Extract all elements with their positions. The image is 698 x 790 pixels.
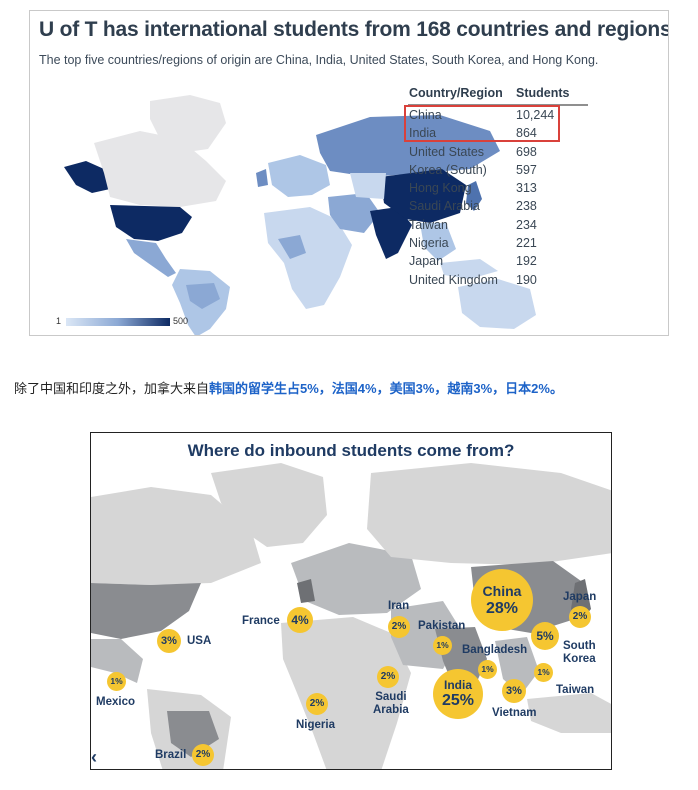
bubble-saudi: 2% xyxy=(377,666,399,688)
label-south-korea: South Korea xyxy=(563,640,596,665)
bubble-india: India 25% xyxy=(433,669,483,719)
panel-title: Where do inbound students come from? xyxy=(187,441,515,460)
table-row: Japan 192 xyxy=(408,252,588,270)
bubble-bangladesh: 1% xyxy=(478,660,497,679)
label-brazil: Brazil xyxy=(155,749,187,761)
bubble-mexico: 1% xyxy=(107,672,126,691)
bubble-japan: 2% xyxy=(569,606,591,628)
bubble-pakistan: 1% xyxy=(433,636,452,655)
panel-subtitle: The top five countries/regions of origin… xyxy=(39,53,599,67)
cell-students: 238 xyxy=(516,199,537,214)
cell-students: 597 xyxy=(516,162,537,177)
panel-title: U of T has international students from 1… xyxy=(39,18,669,41)
label-bangladesh: Bangladesh xyxy=(462,644,528,656)
cell-students: 864 xyxy=(516,126,537,141)
bubble-percent: 2% xyxy=(309,698,325,709)
cell-students: 192 xyxy=(516,254,537,269)
cell-country: China xyxy=(409,108,442,122)
note-highlight: 韩国的留学生占5%，法国4%，美国3%，越南3%，日本2%。 xyxy=(209,381,563,396)
cell-students: 313 xyxy=(516,181,537,196)
bubble-iran: 2% xyxy=(388,616,410,638)
legend-max-label: 500 xyxy=(173,316,189,326)
bubble-percent: 2% xyxy=(380,671,396,682)
label-vietnam: Vietnam xyxy=(492,707,537,719)
table-row: Nigeria 221 xyxy=(408,234,588,252)
cell-country: Nigeria xyxy=(409,236,449,251)
bubble-percent: 1% xyxy=(436,640,449,651)
bubble-percent: 5% xyxy=(536,629,554,643)
cell-country: Taiwan xyxy=(409,217,448,232)
bubble-percent: 2% xyxy=(195,749,211,760)
label-nigeria: Nigeria xyxy=(296,719,335,731)
table-row: United States 698 xyxy=(408,143,588,161)
cell-students: 190 xyxy=(516,272,537,287)
bubble-percent: 25% xyxy=(441,692,475,709)
cell-country: Hong Kong xyxy=(409,181,472,196)
note-plain: 除了中国和印度之外，加拿大来自 xyxy=(14,381,210,396)
country-students-table: Country/Region Students China 10,244 India… xyxy=(408,86,588,289)
cell-country: Japan xyxy=(409,254,444,269)
cell-students: 221 xyxy=(516,236,537,251)
color-legend-bar xyxy=(66,318,170,326)
bubble-world-map xyxy=(91,433,611,769)
label-iran: Iran xyxy=(388,600,410,612)
inbound-students-panel: Where do inbound students come from? Chi… xyxy=(90,432,612,770)
bubble-percent: 3% xyxy=(506,684,522,697)
table-row: Korea (South) 597 xyxy=(408,161,588,179)
cell-country: United States xyxy=(409,144,485,159)
bubble-percent: 1% xyxy=(110,676,123,687)
label-japan: Japan xyxy=(563,591,597,603)
bubble-vietnam: 3% xyxy=(502,679,526,703)
table-row: United Kingdom 190 xyxy=(408,271,588,289)
bubble-percent: 4% xyxy=(291,613,309,627)
table-row: Saudi Arabia 238 xyxy=(408,197,588,215)
bubble-usa: 3% xyxy=(157,629,181,653)
bubble-name: India xyxy=(443,678,472,692)
cell-students: 698 xyxy=(516,144,537,159)
bubble-percent: 28% xyxy=(485,599,519,617)
bubble-percent: 1% xyxy=(481,664,494,675)
bubble-percent: 2% xyxy=(572,611,588,622)
bubble-nigeria: 2% xyxy=(306,693,328,715)
highlight-box xyxy=(404,105,560,142)
cell-country: Korea (South) xyxy=(409,162,487,177)
cell-students: 10,244 xyxy=(516,108,555,122)
label-usa: USA xyxy=(187,635,212,647)
cell-country: India xyxy=(409,126,437,141)
corner-mark-icon: ‹ xyxy=(91,747,97,767)
column-header-students: Students xyxy=(516,86,570,100)
bubble-china: China 28% xyxy=(471,569,533,631)
bubble-brazil: 2% xyxy=(192,744,214,766)
bubble-south-korea: 5% xyxy=(531,622,559,650)
cell-country: United Kingdom xyxy=(409,272,498,287)
table-body: China 10,244 India 864 United States 698 Korea… xyxy=(408,106,588,289)
bubble-france: 4% xyxy=(287,607,313,633)
cell-country: Saudi Arabia xyxy=(409,199,480,214)
choropleth-world-map xyxy=(64,95,536,335)
label-saudi-arabia: Saudi Arabia xyxy=(373,691,409,716)
table-row: China 10,244 xyxy=(408,106,588,124)
label-france: France xyxy=(242,615,280,627)
bubble-percent: 1% xyxy=(537,667,550,678)
table-header: Country/Region Students xyxy=(408,86,588,106)
note-text: 除了中国和印度之外，加拿大来自韩国的留学生占5%，法国4%，美国3%，越南3%，… xyxy=(14,378,563,397)
bubble-taiwan: 1% xyxy=(534,663,553,682)
intl-students-panel: U of T has international students from 1… xyxy=(29,10,669,336)
label-mexico: Mexico xyxy=(96,696,135,708)
cell-students: 234 xyxy=(516,217,537,232)
table-row: Hong Kong 313 xyxy=(408,179,588,197)
table-row: India 864 xyxy=(408,124,588,142)
bubble-name: China xyxy=(482,582,522,599)
bubble-percent: 2% xyxy=(391,621,407,632)
bubble-percent: 3% xyxy=(161,634,177,647)
table-row: Taiwan 234 xyxy=(408,216,588,234)
label-pakistan: Pakistan xyxy=(418,620,466,632)
legend-min-label: 1 xyxy=(56,316,62,326)
label-taiwan: Taiwan xyxy=(556,684,595,696)
column-header-country: Country/Region xyxy=(409,86,503,100)
